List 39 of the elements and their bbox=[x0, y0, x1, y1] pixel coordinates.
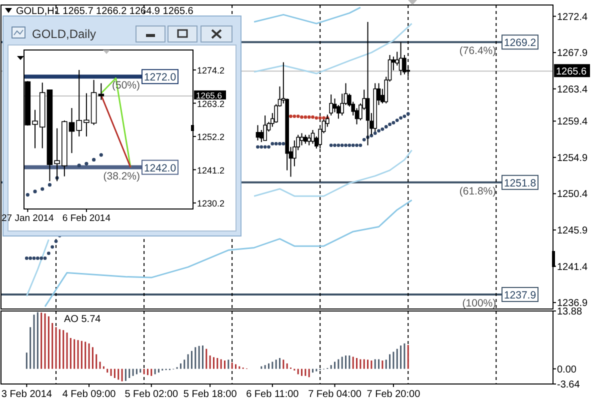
x-tick-label: 4 Feb 09:00 bbox=[62, 389, 116, 400]
y-tick-label: 1254.9 bbox=[557, 152, 588, 164]
y-tick-label: 1230.2 bbox=[197, 198, 225, 209]
annotation: (76.4%) bbox=[459, 45, 496, 58]
chart-title: AO 5.74 bbox=[64, 314, 102, 325]
y-tick-label: 1274.2 bbox=[197, 66, 225, 76]
y-tick-label: 1267.9 bbox=[557, 48, 588, 60]
y-tick-label: 1259.4 bbox=[557, 116, 588, 128]
x-tick-label: 3 Feb 2014 bbox=[1, 389, 52, 400]
annotation: (61.8%) bbox=[459, 185, 496, 198]
annotation: (100%) bbox=[462, 297, 496, 310]
ref-line-label: 1272.0 bbox=[144, 72, 176, 84]
ref-line-label: 1237.9 bbox=[504, 289, 536, 302]
x-tick-label: 5 Feb 18:00 bbox=[183, 389, 238, 400]
y-tick-label: 1272.4 bbox=[557, 12, 588, 23]
x-tick-label: 7 Feb 04:00 bbox=[308, 389, 362, 400]
y-tick-label: 13.88 bbox=[557, 306, 582, 318]
ref-line-label: 1242.0 bbox=[144, 162, 176, 174]
y-tick-label: 1245.9 bbox=[557, 225, 588, 236]
y-tick-label: 1241.2 bbox=[197, 165, 225, 176]
x-tick-label: 6 Feb 11:00 bbox=[246, 389, 300, 400]
chart-title: GOLD,Daily bbox=[32, 27, 96, 41]
x-tick-label: 6 Feb 2014 bbox=[62, 213, 110, 224]
annotation: (38.2%) bbox=[103, 170, 140, 182]
y-tick-label: 0.00 bbox=[557, 364, 577, 376]
ref-line-label: 1265.6 bbox=[196, 90, 222, 101]
x-tick-label: 27 Jan 2014 bbox=[2, 213, 54, 224]
ref-line-label: 1251.8 bbox=[504, 177, 536, 190]
ref-line-label: 1265.6 bbox=[556, 66, 588, 78]
y-tick-label: 1252.2 bbox=[197, 132, 225, 142]
ref-line-label: 1269.2 bbox=[504, 37, 536, 50]
y-tick-label: 1263.2 bbox=[197, 98, 225, 109]
y-tick-label: 1241.4 bbox=[557, 262, 588, 273]
x-tick-label: 5 Feb 02:00 bbox=[124, 389, 179, 400]
y-tick-label: -3.64 bbox=[557, 380, 580, 390]
x-tick-label: 7 Feb 20:00 bbox=[366, 389, 421, 400]
y-tick-label: 1250.4 bbox=[557, 189, 588, 200]
chart-title: GOLD,H1 1265.7 1266.2 1264.9 1265.6 bbox=[16, 6, 194, 17]
y-tick-label: 1263.4 bbox=[557, 84, 588, 96]
